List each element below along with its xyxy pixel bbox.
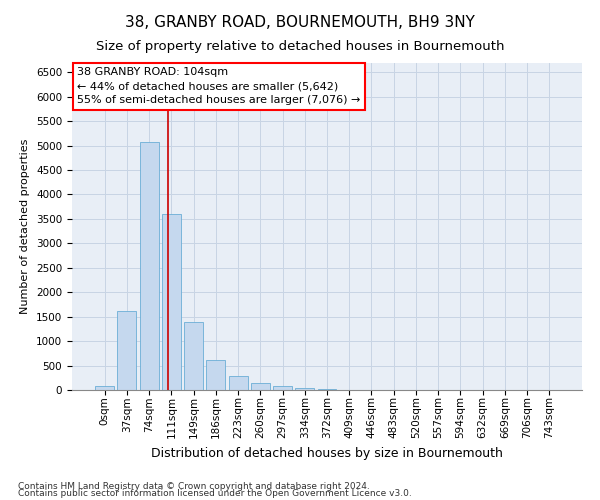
Bar: [184, 322, 203, 390]
Text: 38, GRANBY ROAD, BOURNEMOUTH, BH9 3NY: 38, GRANBY ROAD, BOURNEMOUTH, BH9 3NY: [125, 15, 475, 30]
Y-axis label: Number of detached properties: Number of detached properties: [20, 138, 31, 314]
Bar: [251, 383, 270, 390]
Bar: [162, 214, 181, 390]
Bar: [206, 360, 225, 390]
Text: Contains public sector information licensed under the Open Government Licence v3: Contains public sector information licen…: [18, 489, 412, 498]
Text: Contains HM Land Registry data © Crown copyright and database right 2024.: Contains HM Land Registry data © Crown c…: [18, 482, 370, 491]
Bar: [317, 388, 337, 390]
Bar: [140, 142, 158, 390]
Bar: [95, 386, 114, 390]
X-axis label: Distribution of detached houses by size in Bournemouth: Distribution of detached houses by size …: [151, 446, 503, 460]
Text: 38 GRANBY ROAD: 104sqm
← 44% of detached houses are smaller (5,642)
55% of semi-: 38 GRANBY ROAD: 104sqm ← 44% of detached…: [77, 68, 361, 106]
Bar: [273, 386, 292, 390]
Text: Size of property relative to detached houses in Bournemouth: Size of property relative to detached ho…: [96, 40, 504, 53]
Bar: [295, 388, 314, 390]
Bar: [118, 311, 136, 390]
Bar: [229, 376, 248, 390]
